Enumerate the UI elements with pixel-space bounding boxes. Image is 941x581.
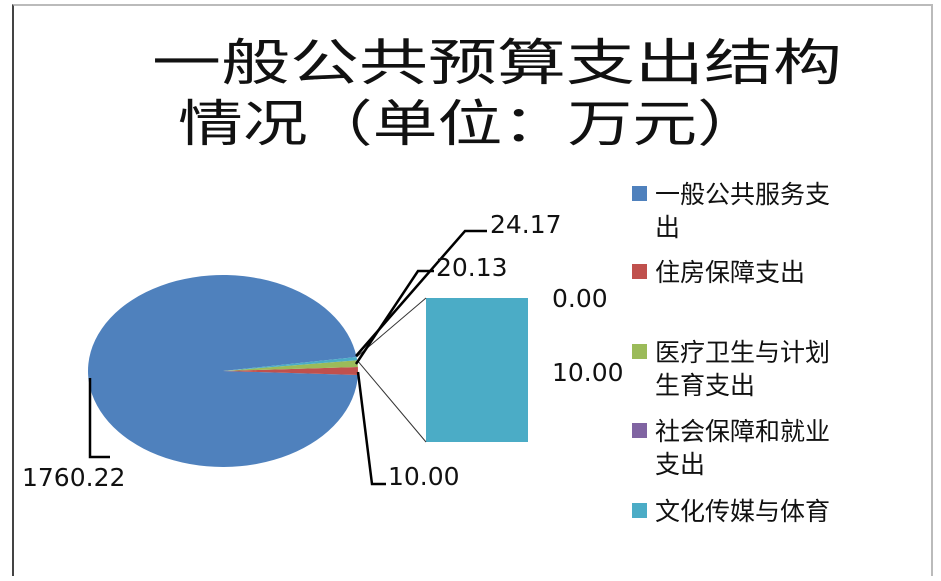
legend-item-social-security-swatch — [632, 423, 647, 438]
data-label-medical: 20.13 — [436, 253, 508, 282]
chart-title-line-1: 一般公共预算支出结构 — [152, 34, 842, 92]
leader-line-housing — [355, 229, 487, 357]
legend-item-culture-sports-swatch — [632, 503, 647, 518]
pie-slice-housing — [223, 366, 358, 376]
chart-title-line-2: 情况（单位：万元） — [178, 95, 762, 153]
leader-line-other — [356, 371, 386, 486]
leader-line-medical — [354, 269, 434, 365]
data-label-other: 10.00 — [388, 462, 460, 491]
leader-line-general-public-services — [88, 378, 110, 459]
data-label-general-public-services: 1760.22 — [22, 463, 125, 492]
legend-item-general-public-services-label-2: 出 — [655, 213, 680, 242]
connector-line-bottom — [356, 359, 427, 443]
pie-slice-general-public-services — [87, 274, 358, 467]
legend-item-general-public-services-label-1: 一般公共服务支 — [655, 180, 830, 209]
legend-item-medical-label-2: 生育支出 — [655, 371, 755, 400]
legend-item-housing-swatch — [632, 264, 647, 279]
data-label-social-security: 0.00 — [552, 284, 608, 313]
data-label-housing: 24.17 — [490, 210, 562, 239]
chart-frame — [12, 4, 933, 576]
legend-item-general-public-services-swatch — [632, 186, 647, 201]
legend-item-social-security-label-2: 支出 — [655, 450, 705, 479]
legend-item-culture-sports-label-1: 文化传媒与体育 — [655, 497, 830, 526]
chart-title: 一般公共预算支出结构 情况（单位：万元） — [152, 34, 842, 153]
pie-slice-other — [223, 357, 358, 371]
bar-segment-culture-sports — [426, 298, 528, 442]
legend-item-social-security-label-1: 社会保障和就业 — [655, 417, 830, 446]
legend-item-medical-swatch — [632, 344, 647, 359]
legend-item-medical-label-1: 医疗卫生与计划 — [655, 338, 830, 367]
pie-slice-medical — [223, 360, 358, 371]
data-label-culture-sports: 10.00 — [552, 358, 624, 387]
legend-item-housing-label-1: 住房保障支出 — [655, 258, 805, 287]
